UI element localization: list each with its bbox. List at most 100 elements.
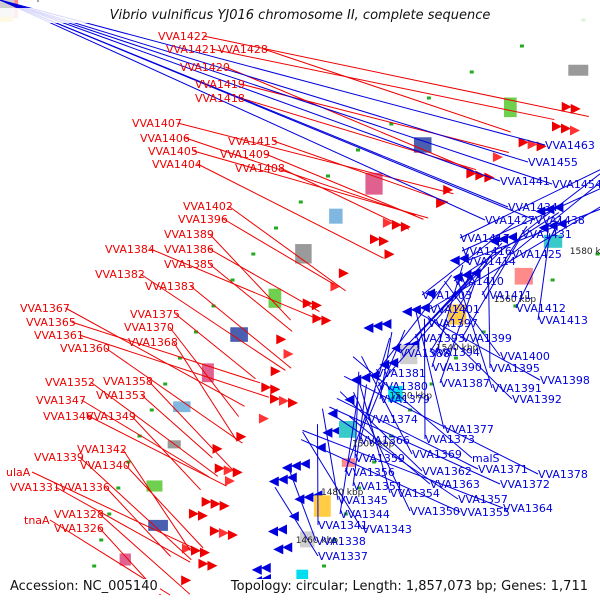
reverse-gene-label: VVA1434 bbox=[508, 201, 558, 214]
reverse-label-connector bbox=[427, 315, 513, 400]
reverse-gene-arrow bbox=[344, 394, 355, 405]
reverse-gene-label: VVA1357 bbox=[458, 493, 508, 506]
reverse-gene-label: VVA1362 bbox=[422, 465, 472, 478]
forward-gene-label: VVA1336 bbox=[60, 481, 110, 494]
reverse-gene-arrow bbox=[322, 427, 333, 438]
forward-gene-arrow bbox=[181, 543, 192, 554]
feature-block bbox=[295, 244, 312, 264]
reverse-gene-arrow bbox=[273, 544, 284, 555]
reverse-gene-arrow bbox=[290, 460, 301, 471]
forward-gene-arrow bbox=[466, 168, 477, 179]
reverse-gene-label: VVA1356 bbox=[345, 466, 395, 479]
forward-label-connector bbox=[141, 394, 213, 459]
forward-label-connector bbox=[190, 285, 292, 369]
reverse-gene-arrow bbox=[535, 206, 546, 217]
tick-dot bbox=[92, 564, 97, 568]
forward-gene-arrow bbox=[338, 268, 349, 279]
reverse-gene-arrow bbox=[315, 442, 326, 453]
forward-gene-arrow bbox=[261, 382, 272, 393]
forward-label-connector bbox=[79, 334, 269, 398]
forward-label-connector bbox=[265, 153, 424, 220]
reverse-gene-arrow bbox=[419, 302, 430, 313]
forward-label-connector bbox=[55, 486, 191, 563]
feature-block bbox=[201, 363, 214, 383]
forward-gene-label: VVA1347 bbox=[36, 394, 86, 407]
reverse-label-connector bbox=[336, 397, 479, 470]
forward-gene-arrow bbox=[212, 443, 223, 454]
reverse-gene-arrow bbox=[372, 320, 383, 331]
reverse-gene-arrow bbox=[401, 306, 412, 317]
tick-dot bbox=[163, 382, 168, 386]
tick-dot bbox=[357, 486, 362, 490]
reverse-gene-arrow bbox=[488, 236, 499, 247]
reverse-gene-arrow bbox=[299, 458, 310, 469]
forward-gene-label: VVA1360 bbox=[60, 342, 110, 355]
forward-gene-arrow bbox=[209, 526, 220, 537]
feature-block bbox=[400, 345, 418, 365]
reverse-gene-label: VVA1400 bbox=[500, 350, 550, 363]
forward-gene-arrow bbox=[518, 137, 529, 148]
reverse-label-connector bbox=[352, 356, 473, 459]
forward-gene-label: tnaA bbox=[24, 514, 50, 527]
forward-label-connector bbox=[125, 464, 204, 549]
reverse-label-connector bbox=[421, 222, 515, 296]
reverse-gene-label: VVA1438 bbox=[535, 214, 585, 227]
reverse-gene-arrow bbox=[251, 564, 262, 575]
reverse-gene-label: VVA1393 bbox=[415, 332, 465, 345]
forward-label-connector bbox=[99, 513, 191, 595]
feature-block bbox=[503, 97, 517, 118]
forward-gene-arrow bbox=[569, 125, 580, 136]
feature-block bbox=[146, 480, 163, 492]
forward-gene-arrow bbox=[382, 217, 393, 228]
forward-gene-arrow bbox=[551, 121, 562, 132]
reverse-gene-arrow bbox=[268, 526, 279, 537]
forward-gene-arrow bbox=[560, 123, 571, 134]
forward-label-connector bbox=[211, 48, 555, 121]
reverse-gene-label: VVA1380 bbox=[378, 380, 428, 393]
accession-text: Accession: NC_005140 bbox=[8, 579, 160, 594]
tick-dot bbox=[298, 200, 303, 204]
gene-labels: 1460 kbp 1480 kbp 1500 kbp 1520 kbp 1540 kbp… bbox=[0, 0, 600, 563]
tick-dot bbox=[469, 70, 474, 74]
forward-gene-label: VVA1428 bbox=[218, 43, 268, 56]
reverse-gene-label: VVA1417 bbox=[460, 232, 510, 245]
forward-gene-label: VVA1328 bbox=[54, 508, 104, 521]
reverse-gene-arrow bbox=[277, 474, 288, 485]
forward-gene-label: VVA1418 bbox=[195, 92, 245, 105]
tick-dot bbox=[332, 538, 337, 542]
reverse-gene-arrow bbox=[331, 425, 342, 436]
reverse-gene-label: VVA1413 bbox=[538, 314, 588, 327]
forward-gene-arrow bbox=[181, 575, 192, 586]
reverse-gene-label: VVA1359 bbox=[355, 452, 405, 465]
forward-gene-arrow bbox=[369, 234, 380, 245]
forward-gene-label: VVA1382 bbox=[95, 268, 145, 281]
reverse-gene-label: VVA1351 bbox=[353, 480, 403, 493]
reverse-label-connector bbox=[302, 429, 504, 509]
reverse-gene-label: VVA1387 bbox=[440, 377, 490, 390]
forward-gene-label: VVA1402 bbox=[183, 200, 233, 213]
forward-gene-label: VVA1368 bbox=[128, 336, 178, 349]
reverse-gene-label: malS bbox=[472, 452, 500, 465]
reverse-gene-label: VVA1377 bbox=[444, 423, 494, 436]
tick-dot bbox=[99, 538, 104, 542]
forward-gene-label: VVA1339 bbox=[34, 451, 84, 464]
reverse-label-connector bbox=[361, 356, 413, 455]
forward-label-connector bbox=[197, 163, 384, 259]
reverse-label-connector bbox=[339, 397, 359, 515]
reverse-gene-label: VVA1454 bbox=[552, 178, 600, 191]
forward-gene-label: VVA1384 bbox=[105, 243, 155, 256]
reverse-gene-label: VVA1441 bbox=[500, 175, 550, 188]
reverse-gene-label: VVA1338 bbox=[316, 535, 366, 548]
reverse-gene-label: VVA1363 bbox=[430, 478, 480, 491]
reverse-gene-label: VVA1463 bbox=[545, 139, 595, 152]
reverse-gene-arrow bbox=[425, 288, 436, 299]
tick-dot bbox=[126, 460, 131, 464]
reverse-label-connector bbox=[375, 274, 453, 374]
forward-label-connector bbox=[140, 273, 286, 371]
tick-dot bbox=[426, 96, 431, 100]
feature-block bbox=[119, 553, 131, 566]
reverse-gene-label: VVA1344 bbox=[340, 508, 390, 521]
forward-gene-arrow bbox=[218, 528, 229, 539]
reverse-gene-label: VVA1343 bbox=[362, 523, 412, 536]
